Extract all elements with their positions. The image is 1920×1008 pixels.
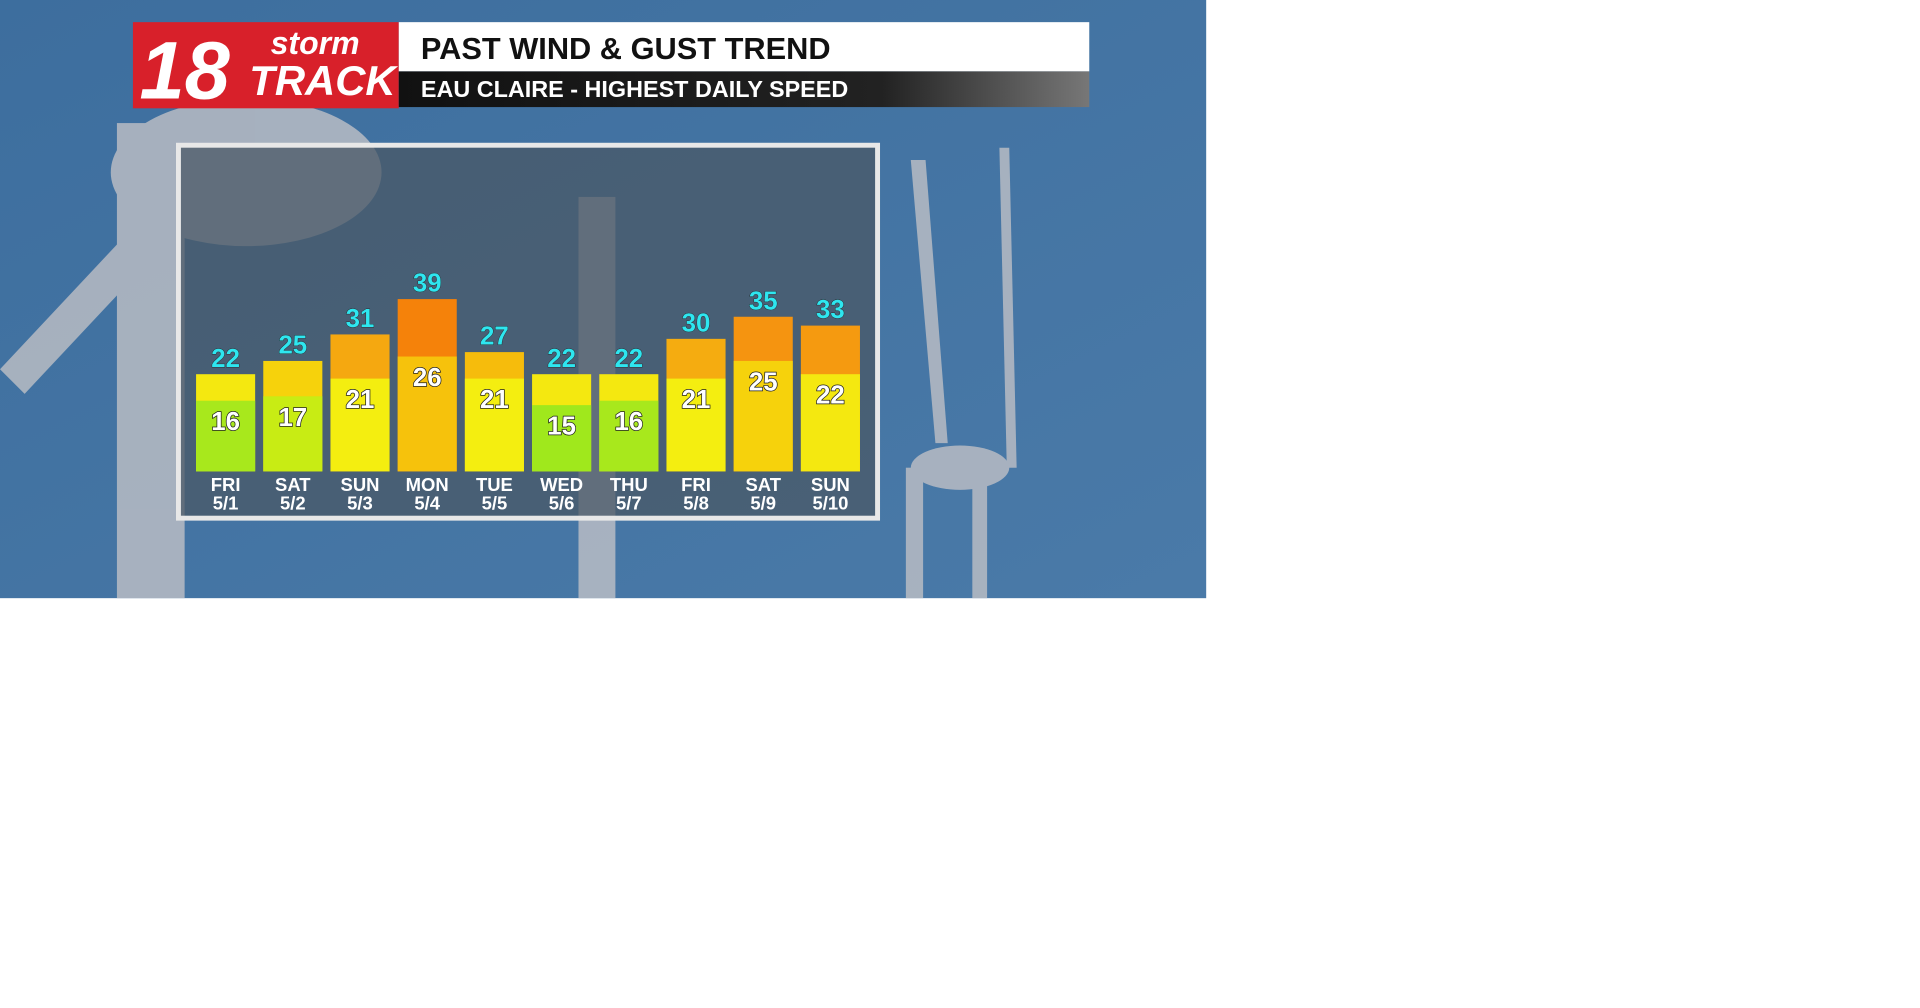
wind-label: 21 [682,386,711,414]
gust-label: 31 [346,305,375,333]
subtitle-bar [398,71,1090,108]
wind-label: 16 [211,408,240,436]
gust-label: 35 [749,287,778,315]
wind-label: 26 [413,364,442,392]
x-day-label: FRI [211,474,241,495]
x-day-label: SAT [745,474,781,495]
logo-top: storm [271,25,360,61]
gust-label: 30 [682,309,711,337]
wind-label: 21 [346,386,375,414]
x-date-label: 5/7 [616,493,642,514]
wind-label: 16 [614,408,643,436]
title-bar [398,22,1090,72]
logo-box [132,22,399,109]
wind-bar [330,378,390,472]
wind-bar [196,400,256,472]
wind-bar [599,400,659,472]
x-day-label: MON [406,474,449,495]
x-day-label: FRI [681,474,711,495]
x-day-label: THU [610,474,648,495]
x-day-label: SUN [811,474,850,495]
x-date-label: 5/10 [812,493,848,514]
wind-label: 22 [816,382,845,410]
wind-label: 15 [547,413,576,441]
x-date-label: 5/1 [213,493,239,514]
wind-bar [532,405,592,472]
x-day-label: TUE [476,474,513,495]
x-date-label: 5/8 [683,493,709,514]
wind-bar [800,374,860,472]
wind-bar [263,396,323,472]
gust-label: 22 [614,345,643,373]
wind-bar [397,356,457,472]
x-day-label: WED [540,474,583,495]
chart-subtitle: EAU CLAIRE - HIGHEST DAILY SPEED [421,76,848,102]
graphic: 18 storm TRACK PAST WIND & GUST TREND EA… [0,0,1207,599]
x-date-label: 5/4 [414,493,440,514]
x-day-label: SUN [341,474,380,495]
wind-bar [464,378,524,472]
chart-title: PAST WIND & GUST TREND [421,31,831,66]
gust-label: 25 [278,332,307,360]
wind-bar [733,360,793,472]
gust-label: 33 [816,296,845,324]
wind-label: 21 [480,386,509,414]
logo-number: 18 [139,25,230,116]
wind-bar [666,378,726,472]
x-date-label: 5/2 [280,493,306,514]
wind-label: 25 [749,368,778,396]
wind-label: 17 [278,404,307,432]
gust-label: 22 [547,345,576,373]
gust-label: 39 [413,270,442,298]
x-date-label: 5/3 [347,493,373,514]
logo-bottom: TRACK [249,57,398,104]
gust-label: 22 [211,345,240,373]
x-date-label: 5/5 [482,493,508,514]
gust-label: 27 [480,323,509,351]
x-day-label: SAT [275,474,311,495]
x-date-label: 5/6 [549,493,575,514]
x-date-label: 5/9 [750,493,776,514]
